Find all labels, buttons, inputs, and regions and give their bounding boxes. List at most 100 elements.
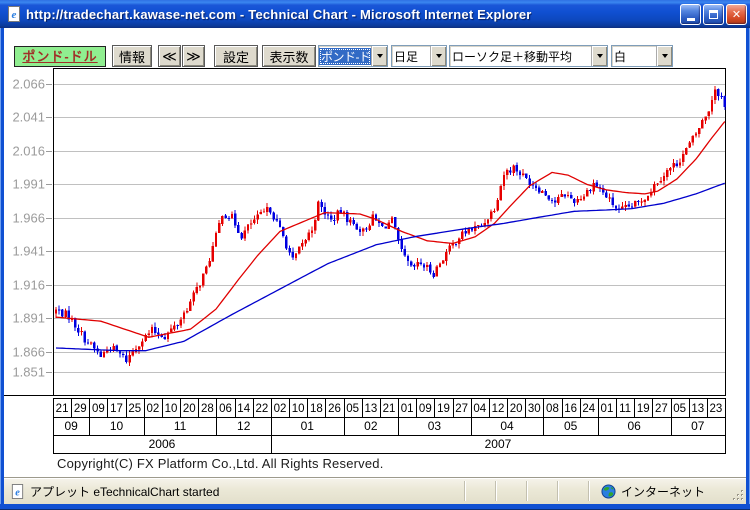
candle-body — [685, 148, 688, 155]
candle-body — [163, 336, 166, 339]
svg-text:2.016: 2.016 — [12, 144, 45, 159]
candle-body — [339, 209, 342, 214]
candle-body — [624, 205, 627, 208]
chevron-down-icon[interactable] — [656, 46, 672, 66]
candle-body — [192, 292, 195, 302]
candle-body — [592, 182, 595, 192]
candle-body — [714, 89, 717, 101]
info-button[interactable]: 情報 — [112, 45, 152, 67]
svg-text:25: 25 — [128, 403, 141, 415]
statusbar-pane — [464, 481, 495, 501]
title-bar: e http://tradechart.kawase-net.com - Tec… — [0, 0, 750, 28]
svg-text:22: 22 — [255, 403, 268, 415]
svg-text:1.991: 1.991 — [12, 177, 45, 192]
resize-grip[interactable] — [732, 489, 745, 502]
candle-body — [627, 204, 630, 207]
candle-body — [448, 245, 451, 252]
display-count-button[interactable]: 表示数 — [262, 45, 316, 67]
candle-body — [406, 256, 410, 262]
scroll-right-button[interactable]: ≫ — [182, 45, 205, 67]
maximize-icon — [709, 10, 718, 19]
timeframe-select[interactable]: 日足 — [391, 45, 447, 67]
candle-body — [288, 248, 291, 253]
svg-text:19: 19 — [437, 403, 450, 415]
candle-body — [246, 224, 250, 231]
candle-body — [266, 207, 269, 213]
candle-body — [640, 201, 643, 203]
chevron-down-icon[interactable] — [591, 46, 607, 66]
candle-body — [717, 88, 720, 97]
candle-body — [230, 214, 234, 219]
candle-body — [125, 355, 128, 363]
svg-text:03: 03 — [428, 419, 442, 433]
candle-body — [710, 99, 714, 112]
candle-body — [384, 226, 387, 229]
candle-body — [525, 173, 528, 179]
candle-body — [147, 333, 150, 335]
candle-body — [362, 228, 365, 232]
chevron-down-icon[interactable] — [430, 46, 446, 66]
plot-border — [0, 68, 726, 396]
window-border-left — [0, 28, 4, 510]
candle-body — [221, 216, 224, 224]
candle-body — [445, 252, 448, 262]
candle-body — [301, 242, 304, 247]
candle-body — [435, 266, 438, 277]
chevron-down-icon[interactable] — [371, 46, 387, 66]
candle-body — [630, 206, 634, 208]
svg-text:11: 11 — [619, 403, 631, 415]
candle-body — [698, 128, 701, 134]
candle-body — [403, 248, 406, 256]
applet-document-icon: e — [11, 483, 24, 499]
candles — [54, 85, 726, 366]
svg-text:10: 10 — [165, 403, 178, 415]
background-select-value: 白 — [614, 49, 627, 64]
candle-body — [154, 326, 157, 333]
svg-text:05: 05 — [564, 419, 578, 433]
candle-body — [451, 243, 454, 246]
svg-text:21: 21 — [383, 403, 396, 415]
settings-button[interactable]: 設定 — [214, 45, 258, 67]
pair-select[interactable]: ポンド-ドル — [318, 45, 388, 67]
candle-body — [518, 171, 522, 176]
candle-body — [605, 192, 608, 198]
scroll-left-button[interactable]: ≪ — [158, 45, 181, 67]
svg-text:01: 01 — [601, 403, 614, 415]
candle-body — [557, 197, 560, 204]
svg-text:02: 02 — [146, 403, 159, 415]
minimize-icon — [686, 17, 695, 21]
candle-body — [541, 190, 544, 193]
background-select[interactable]: 白 — [611, 45, 673, 67]
candle-body — [102, 352, 106, 357]
candle-body — [262, 211, 266, 213]
candle-body — [80, 331, 83, 333]
minimize-button[interactable] — [680, 4, 701, 25]
svg-text:16: 16 — [564, 403, 577, 415]
candle-body — [77, 327, 80, 333]
candle-body — [342, 211, 346, 214]
svg-text:2006: 2006 — [149, 437, 176, 451]
candle-body — [429, 264, 432, 273]
svg-text:14: 14 — [237, 403, 250, 415]
candle-body — [141, 341, 144, 347]
close-button[interactable]: ✕ — [726, 4, 747, 25]
candle-body — [643, 200, 646, 202]
maximize-button[interactable] — [703, 4, 724, 25]
candle-body — [122, 353, 125, 356]
candle-body — [336, 210, 339, 221]
svg-text:18: 18 — [310, 403, 323, 415]
candle-body — [502, 175, 506, 187]
candle-body — [90, 342, 93, 344]
candle-body — [410, 261, 413, 266]
candle-body — [256, 214, 259, 220]
svg-text:e: e — [12, 9, 17, 21]
candle-body — [611, 197, 614, 206]
candle-body — [275, 218, 278, 221]
candle-body — [678, 162, 682, 166]
candle-body — [54, 309, 58, 314]
svg-text:06: 06 — [219, 403, 232, 415]
candle-body — [355, 223, 358, 230]
candle-body — [438, 263, 442, 268]
charttype-select[interactable]: ローソク足＋移動平均 — [449, 45, 608, 67]
svg-text:05: 05 — [673, 403, 686, 415]
